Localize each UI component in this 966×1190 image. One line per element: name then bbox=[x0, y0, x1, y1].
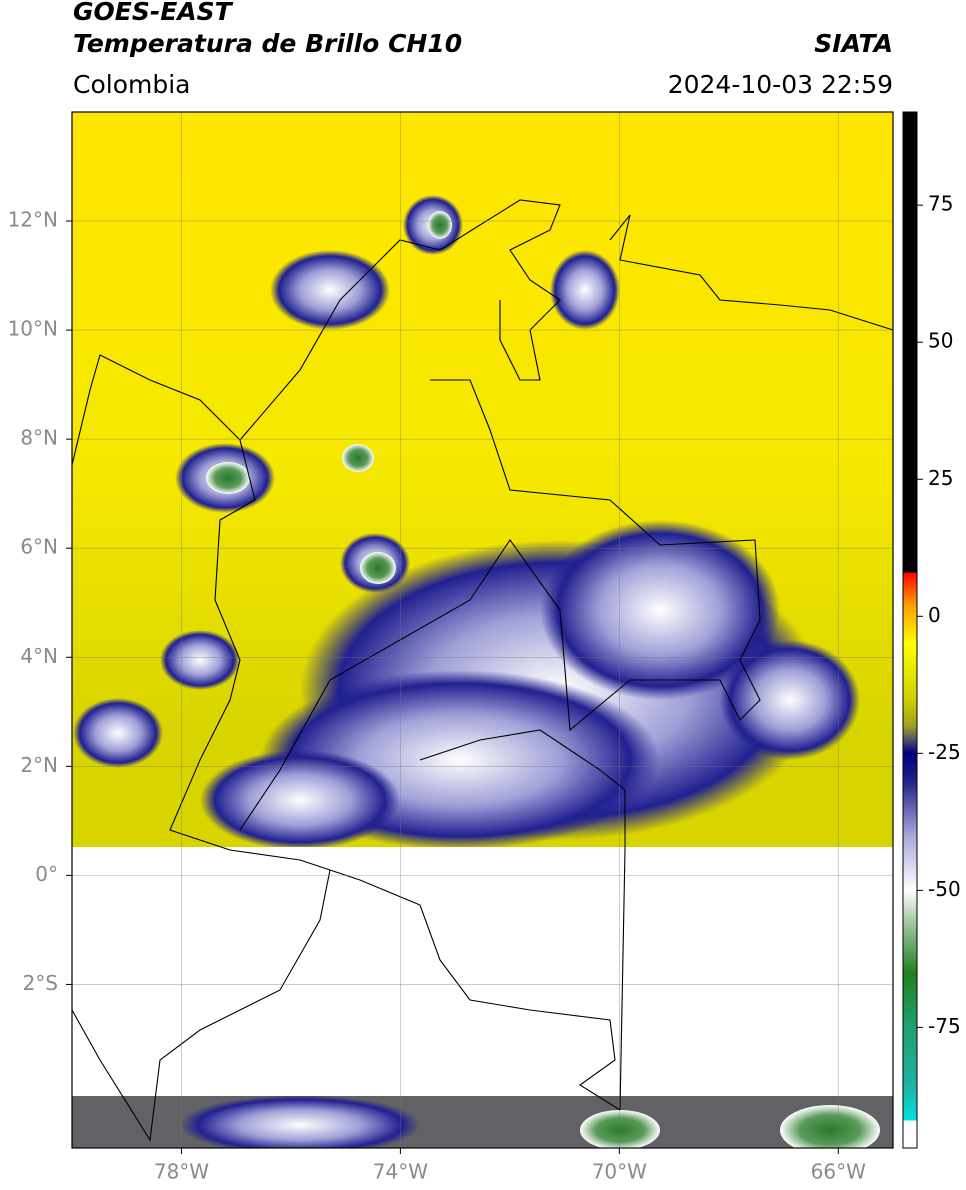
source: SIATA bbox=[814, 29, 893, 58]
subtitle: Temperatura de Brillo CH10 bbox=[73, 29, 462, 58]
y-tick-label: 8°N bbox=[20, 426, 58, 450]
timestamp: 2024-10-03 22:59 bbox=[668, 70, 893, 99]
title: GOES-EAST bbox=[73, 0, 234, 26]
x-tick-label: 66°W bbox=[811, 1160, 866, 1184]
y-tick-label: 10°N bbox=[8, 317, 58, 341]
colorbar bbox=[902, 111, 918, 1149]
y-tick-label: 12°N bbox=[8, 208, 58, 232]
y-tick-label: 4°N bbox=[20, 644, 58, 668]
colorbar-label: 50 bbox=[928, 329, 953, 353]
colorbar-label: 75 bbox=[928, 192, 953, 216]
colorbar-label: -50 bbox=[928, 877, 961, 901]
x-tick-label: 78°W bbox=[154, 1160, 209, 1184]
region: Colombia bbox=[73, 70, 190, 99]
colorbar-label: 25 bbox=[928, 466, 953, 490]
colorbar-label: 0 bbox=[928, 603, 941, 627]
colorbar-label: -75 bbox=[928, 1014, 961, 1038]
map-image bbox=[72, 112, 893, 1148]
y-tick-label: 0° bbox=[35, 862, 58, 886]
y-tick-label: 2°N bbox=[20, 753, 58, 777]
x-tick-label: 74°W bbox=[373, 1160, 428, 1184]
colorbar-label: -25 bbox=[928, 740, 961, 764]
x-tick-label: 70°W bbox=[592, 1160, 647, 1184]
y-tick-label: 2°S bbox=[23, 971, 58, 995]
y-tick-label: 6°N bbox=[20, 535, 58, 559]
map-frame bbox=[71, 111, 894, 1149]
